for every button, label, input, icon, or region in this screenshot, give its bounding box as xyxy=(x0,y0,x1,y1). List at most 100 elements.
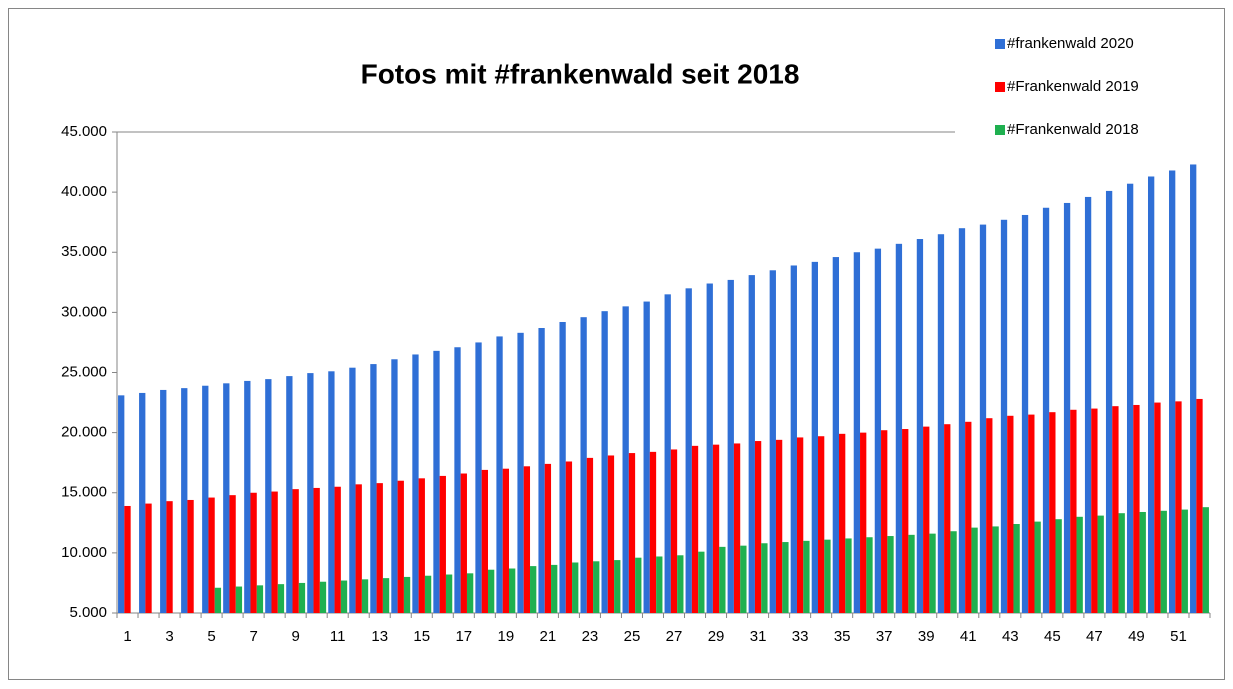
bar xyxy=(286,376,293,613)
bar xyxy=(664,294,671,613)
bar xyxy=(754,441,762,613)
bar xyxy=(796,437,804,613)
bar xyxy=(1028,414,1035,613)
bar xyxy=(319,581,327,613)
bar xyxy=(733,443,741,613)
bar xyxy=(1007,415,1014,613)
bar xyxy=(769,270,776,613)
x-tick-label: 21 xyxy=(540,628,557,645)
bar xyxy=(881,430,888,613)
legend-swatch xyxy=(995,125,1005,135)
bar xyxy=(1055,519,1062,613)
bar xyxy=(1175,401,1182,613)
bar xyxy=(691,445,699,613)
bar xyxy=(895,243,903,613)
bar xyxy=(601,311,608,613)
bar xyxy=(1013,524,1020,613)
bar xyxy=(361,579,369,613)
x-tick-label: 33 xyxy=(792,628,809,645)
y-tick-label: 25.000 xyxy=(61,363,107,380)
bar xyxy=(929,533,936,613)
bar xyxy=(223,383,230,613)
x-tick-label: 39 xyxy=(918,628,935,645)
bar xyxy=(761,543,768,613)
bar xyxy=(538,328,545,613)
bar xyxy=(1042,207,1050,613)
bar xyxy=(340,580,348,613)
bar xyxy=(551,564,558,613)
x-tick-label: 51 xyxy=(1170,628,1187,645)
bar xyxy=(1160,510,1167,613)
bar xyxy=(235,586,243,613)
bar xyxy=(277,584,285,613)
bar xyxy=(979,224,987,613)
bar xyxy=(580,317,587,613)
bar xyxy=(391,359,398,613)
x-tick-label: 25 xyxy=(624,628,641,645)
x-tick-label: 19 xyxy=(498,628,515,645)
x-tick-label: 7 xyxy=(249,628,257,645)
y-tick-label: 45.000 xyxy=(61,123,107,140)
x-tick-label: 13 xyxy=(371,628,388,645)
bar xyxy=(860,432,867,613)
bar xyxy=(496,336,503,613)
y-tick-label: 5.000 xyxy=(69,604,107,621)
bar xyxy=(775,439,783,613)
bar xyxy=(1154,402,1161,613)
bar xyxy=(250,492,257,613)
bar xyxy=(544,463,552,613)
bar xyxy=(866,537,873,613)
bar xyxy=(908,534,915,613)
bar xyxy=(298,582,306,613)
bar xyxy=(139,392,146,613)
legend-swatch xyxy=(995,39,1005,49)
y-tick-label: 10.000 xyxy=(61,544,107,561)
bar xyxy=(944,424,951,613)
bar xyxy=(1063,202,1071,613)
x-tick-label: 3 xyxy=(165,628,173,645)
x-tick-label: 23 xyxy=(582,628,599,645)
bar xyxy=(1202,507,1209,613)
bar xyxy=(874,248,882,613)
bar xyxy=(523,466,531,613)
bar xyxy=(1034,521,1041,613)
bar xyxy=(376,483,383,613)
x-tick-label: 9 xyxy=(291,628,299,645)
bar xyxy=(502,468,510,613)
bar xyxy=(586,457,594,613)
bar xyxy=(418,478,425,613)
legend-swatch xyxy=(995,82,1005,92)
bar xyxy=(481,469,488,613)
bar xyxy=(740,545,747,613)
bar xyxy=(454,347,461,613)
bar xyxy=(265,379,272,613)
bar xyxy=(782,542,789,613)
bar xyxy=(607,455,615,613)
y-tick-label: 20.000 xyxy=(61,424,107,441)
bar xyxy=(313,487,320,613)
bar xyxy=(271,491,278,613)
bar xyxy=(685,288,692,613)
bar xyxy=(916,239,924,613)
bar xyxy=(403,576,411,613)
bar xyxy=(1133,404,1140,613)
bar xyxy=(1181,509,1188,613)
y-tick-label: 40.000 xyxy=(61,183,107,200)
bar xyxy=(166,501,173,613)
x-tick-label: 15 xyxy=(413,628,430,645)
bar xyxy=(1126,183,1134,613)
bar xyxy=(466,573,474,613)
bar xyxy=(572,562,579,613)
bar xyxy=(992,526,999,613)
bar xyxy=(1070,409,1077,613)
bar xyxy=(118,395,125,613)
x-tick-label: 49 xyxy=(1128,628,1145,645)
x-tick-label: 17 xyxy=(455,628,472,645)
bar xyxy=(1196,398,1203,613)
bar xyxy=(460,473,467,613)
bar xyxy=(811,261,818,613)
bar xyxy=(181,388,188,613)
bar xyxy=(845,538,852,613)
bar xyxy=(187,499,194,613)
